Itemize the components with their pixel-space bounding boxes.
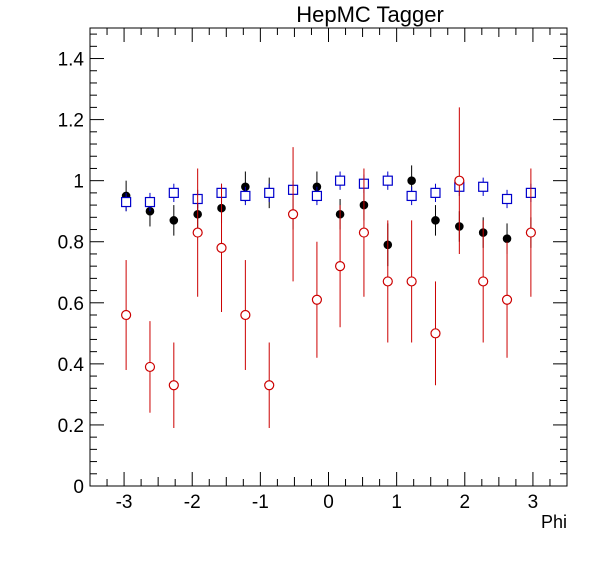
data-point: [503, 295, 512, 304]
x-tick-label: 2: [459, 492, 470, 513]
data-point: [145, 198, 154, 207]
data-point: [170, 217, 178, 225]
x-tick-label: 1: [391, 492, 402, 513]
data-point: [169, 381, 178, 390]
data-point: [479, 277, 488, 286]
x-tick-label: 0: [323, 492, 334, 513]
data-point: [431, 188, 440, 197]
data-point: [241, 191, 250, 200]
data-point: [265, 188, 274, 197]
data-point: [408, 177, 416, 185]
data-point: [241, 311, 250, 320]
data-point: [407, 277, 416, 286]
y-tick-label: 0.6: [58, 294, 84, 315]
y-tick-label: 0.8: [58, 233, 84, 254]
data-point: [432, 217, 440, 225]
x-axis-title: Phi: [541, 512, 567, 532]
data-point: [503, 194, 512, 203]
data-point: [193, 228, 202, 237]
data-point: [431, 329, 440, 338]
y-tick-label: 0.4: [58, 355, 85, 376]
data-point: [169, 188, 178, 197]
x-tick-label: 3: [528, 492, 539, 513]
x-tick-label: -3: [116, 492, 133, 513]
data-point: [289, 210, 298, 219]
data-point: [479, 182, 488, 191]
y-tick-label: 0.2: [58, 416, 84, 437]
data-point: [503, 235, 511, 243]
data-point: [312, 191, 321, 200]
data-point: [336, 262, 345, 271]
data-point: [265, 381, 274, 390]
data-point: [526, 228, 535, 237]
data-point: [122, 198, 131, 207]
data-point: [407, 191, 416, 200]
y-tick-label: 1.4: [58, 50, 85, 71]
data-point: [383, 277, 392, 286]
data-point: [383, 176, 392, 185]
data-point: [312, 295, 321, 304]
data-point: [145, 362, 154, 371]
y-tick-label: 0: [73, 477, 84, 498]
y-tick-label: 1.2: [58, 111, 84, 132]
x-tick-label: -2: [184, 492, 201, 513]
x-tick-label: -1: [252, 492, 269, 513]
data-point: [336, 176, 345, 185]
y-tick-label: 1: [73, 172, 84, 193]
data-point: [359, 228, 368, 237]
data-point: [217, 243, 226, 252]
chart-title: HepMC Tagger: [296, 2, 444, 27]
data-point: [455, 176, 464, 185]
data-point: [122, 311, 131, 320]
